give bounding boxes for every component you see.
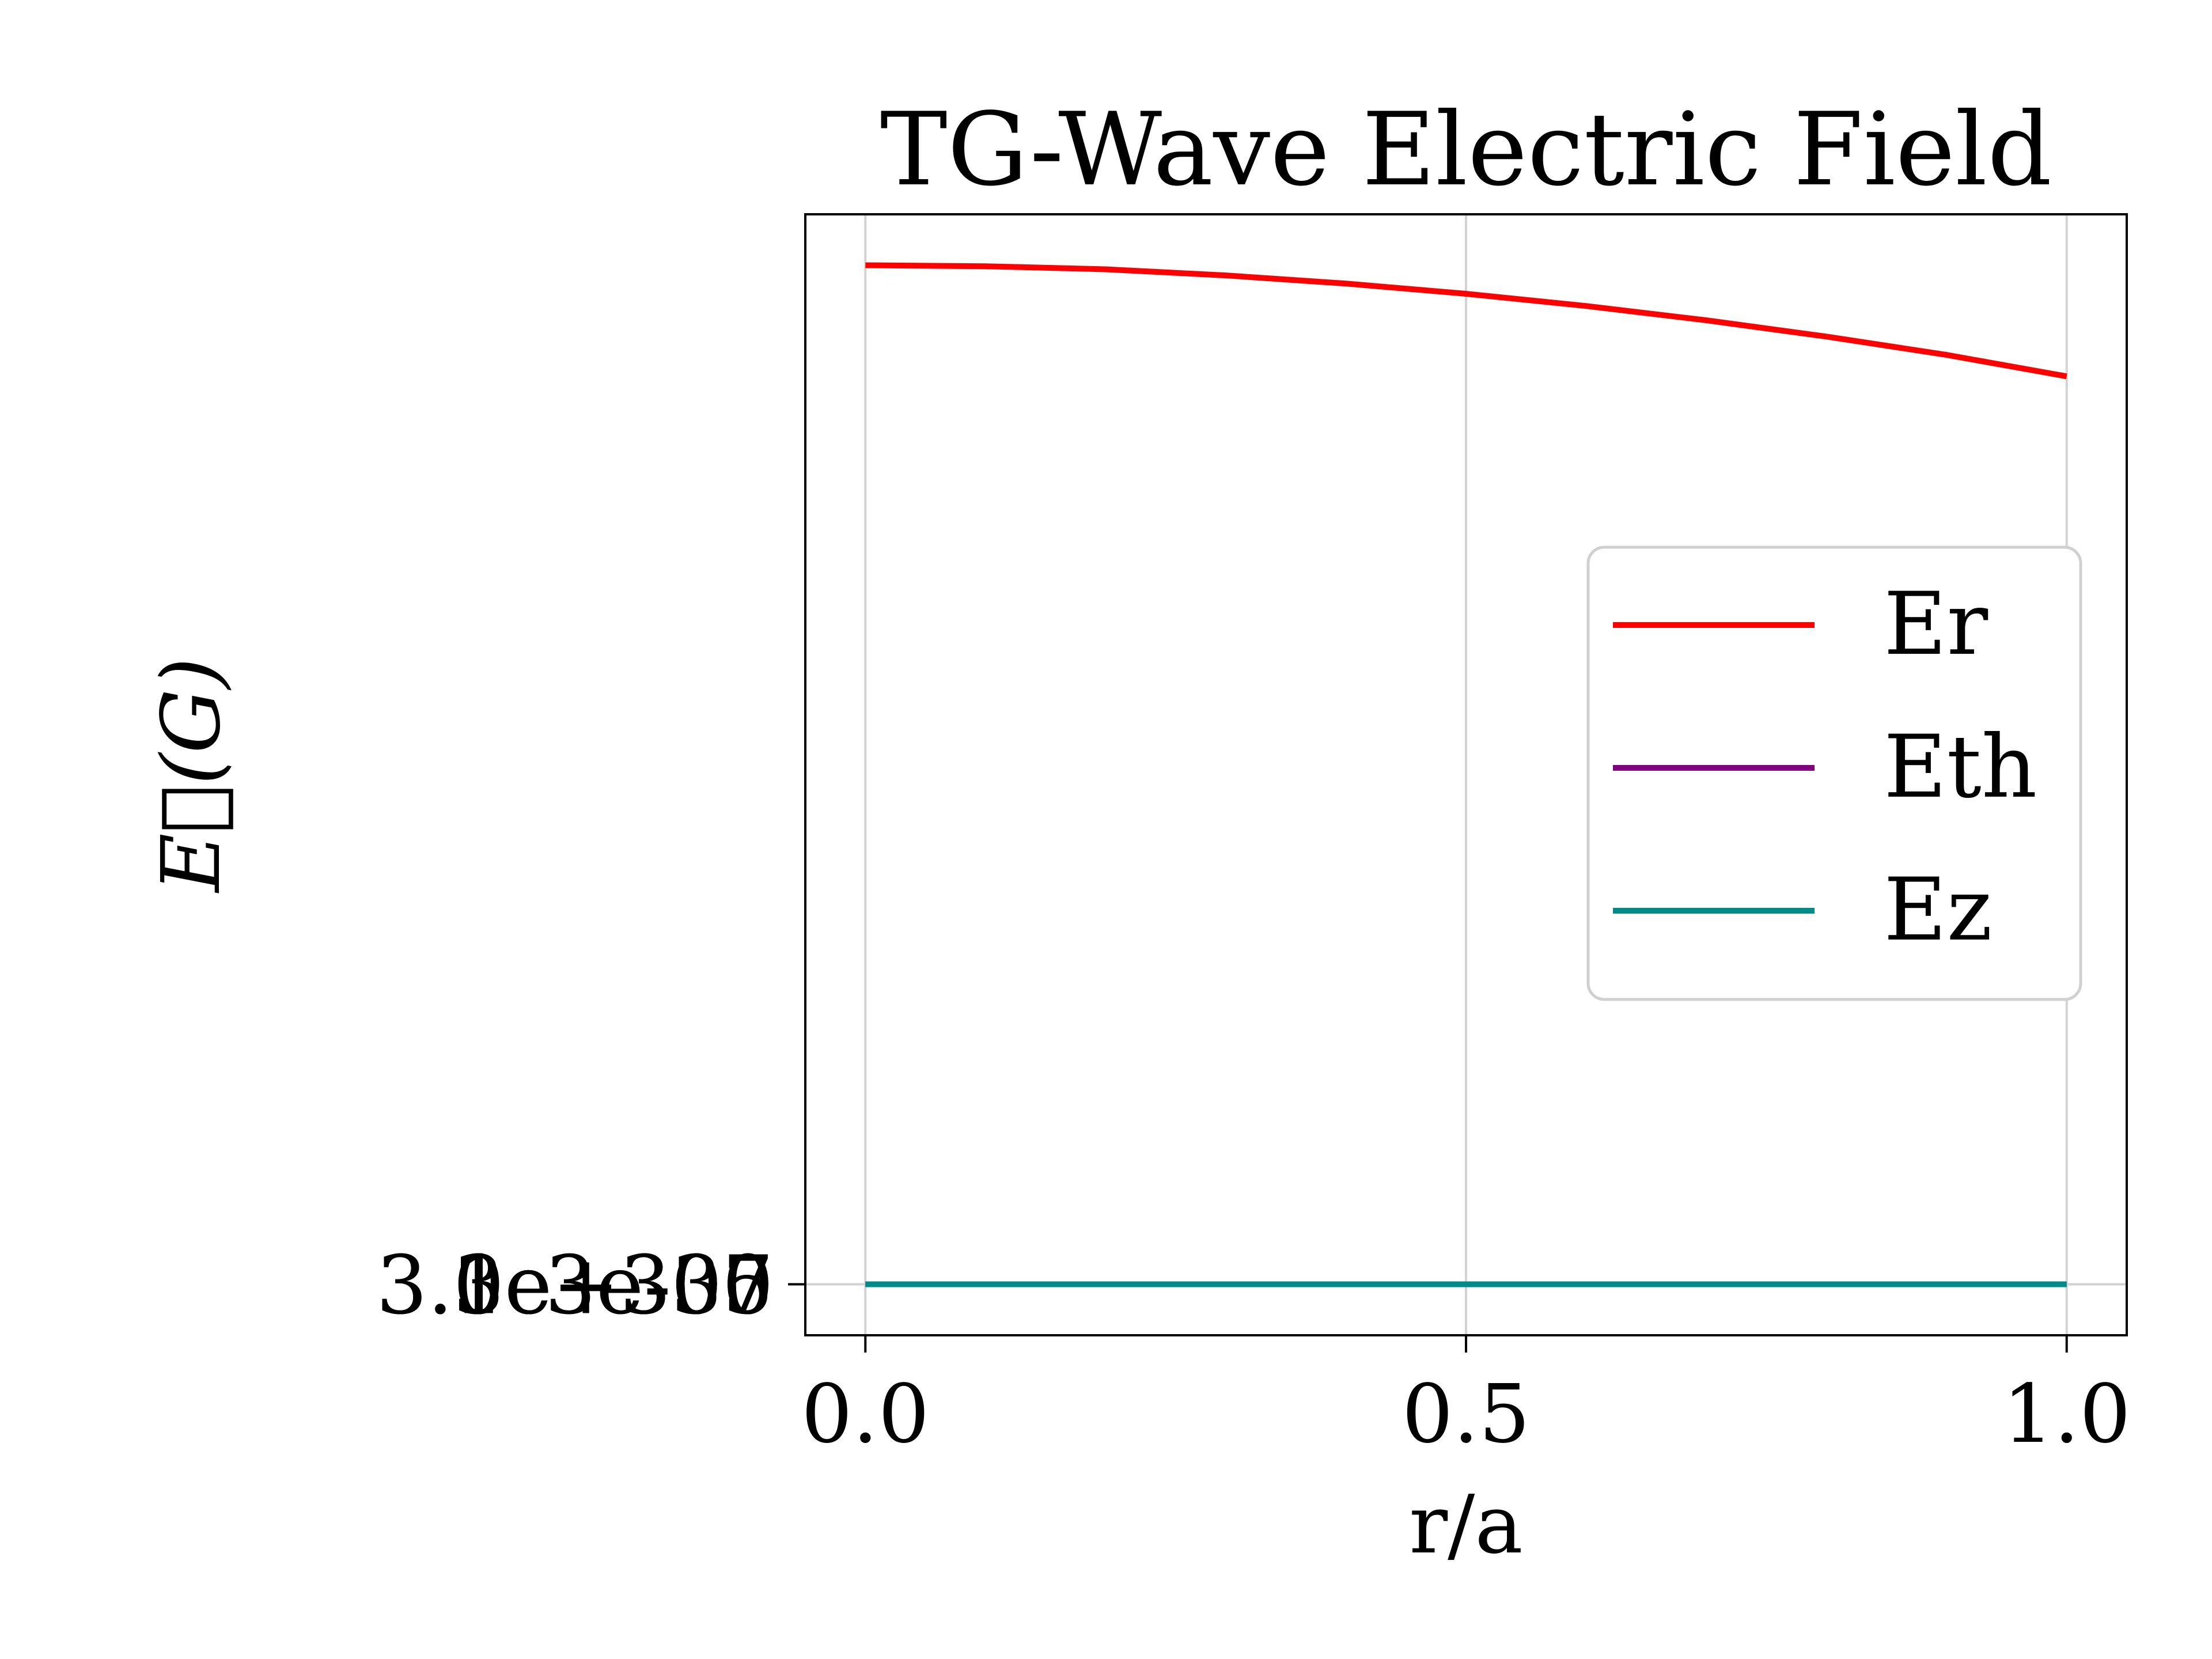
legend-label-eth: Eth: [1884, 717, 2037, 817]
x-tick-label: 0.5: [1402, 1368, 1531, 1461]
x-ticks: 0.0 0.5 1.0: [801, 1335, 2131, 1461]
y-tick-label: 3e+300: [453, 1239, 774, 1333]
y-tick-label: 3.0e+300: [376, 1239, 774, 1333]
x-tick-label: 1.0: [2002, 1368, 2131, 1461]
y-tick-label: 1e+307: [453, 1239, 774, 1333]
x-tick-label: 0.0: [801, 1368, 930, 1461]
y-tick-label: 3.3e+305: [376, 1239, 774, 1333]
series-lines: [865, 262, 2067, 1287]
y-tick-label: 3e-30: [545, 1239, 774, 1333]
legend: Er Eth Ez: [1586, 546, 2082, 1001]
legend-label-er: Er: [1884, 574, 1988, 675]
chart-title: TG-Wave Electric Field: [880, 92, 2052, 209]
series-line-er: [865, 262, 2067, 380]
x-axis-label: r/a: [1409, 1478, 1523, 1572]
legend-frame: [1586, 546, 2082, 1001]
legend-items: Er Eth Ez: [1613, 574, 2037, 960]
legend-label-ez: Ez: [1884, 860, 1993, 960]
y-axis-label: E⃗(G): [145, 657, 238, 893]
